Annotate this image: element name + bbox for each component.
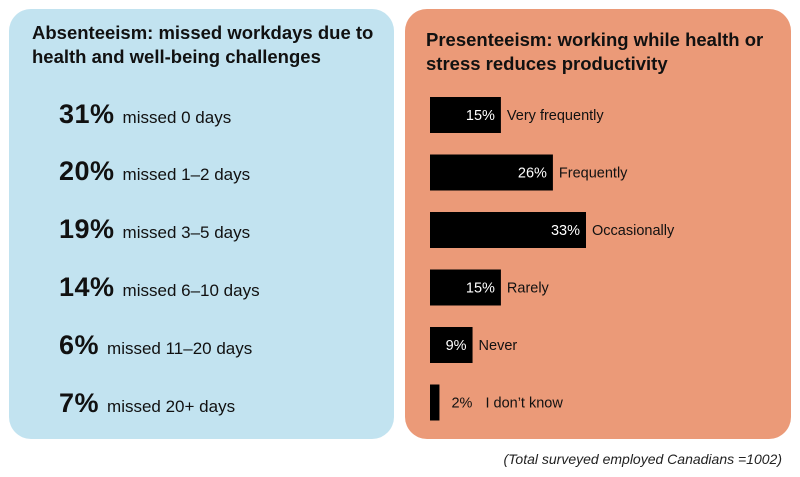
bar-group: 15% Very frequently bbox=[430, 97, 604, 133]
bar-value-label: 15% bbox=[466, 108, 495, 124]
bar-category-label: Occasionally bbox=[592, 223, 675, 239]
bar-category-label: Very frequently bbox=[507, 108, 604, 124]
bar bbox=[430, 97, 501, 133]
absenteeism-percent: 7% bbox=[59, 388, 100, 418]
presenteeism-title: Presenteeism: working while health or st… bbox=[426, 29, 764, 74]
bar-value-label: 33% bbox=[551, 223, 580, 239]
absenteeism-label: missed 6–10 days bbox=[122, 281, 260, 300]
absenteeism-label: missed 3–5 days bbox=[122, 223, 251, 242]
absenteeism-percent: 31% bbox=[59, 99, 115, 129]
absenteeism-row: 7% missed 20+ days bbox=[59, 388, 235, 428]
bar bbox=[430, 154, 553, 191]
absenteeism-panel: Absenteeism: missed workdays due to heal… bbox=[9, 9, 394, 439]
absenteeism-label: missed 1–2 days bbox=[122, 165, 251, 184]
bar-group: 9% Never bbox=[430, 327, 517, 363]
bar-group: 33% Occasionally bbox=[430, 212, 675, 248]
bar bbox=[430, 212, 586, 248]
bar-category-label: Frequently bbox=[559, 166, 628, 182]
presenteeism-panel: Presenteeism: working while health or st… bbox=[405, 9, 791, 439]
bar-value-label: 2% bbox=[451, 396, 472, 412]
absenteeism-percent: 6% bbox=[59, 330, 100, 360]
absenteeism-percent: 14% bbox=[59, 272, 115, 302]
bar-value-label: 15% bbox=[466, 281, 495, 297]
bar-value-label: 9% bbox=[446, 338, 467, 354]
absenteeism-label: missed 0 days bbox=[122, 108, 232, 127]
absenteeism-row: 31% missed 0 days bbox=[59, 99, 231, 139]
bar bbox=[430, 384, 440, 421]
absenteeism-label: missed 20+ days bbox=[107, 397, 236, 416]
bar-category-label: Rarely bbox=[507, 281, 550, 297]
bar-category-label: I don’t know bbox=[485, 396, 563, 412]
presenteeism-bar-chart: 15% Very frequently 26% Frequently 33% Occasi… bbox=[430, 97, 675, 421]
absenteeism-percent: 19% bbox=[59, 214, 115, 244]
absenteeism-title: Absenteeism: missed workdays due to heal… bbox=[32, 22, 374, 67]
bar-group: 26% Frequently bbox=[430, 154, 628, 191]
bar-group: 15% Rarely bbox=[430, 269, 550, 306]
absenteeism-label: missed 11–20 days bbox=[107, 339, 253, 358]
absenteeism-row: 14% missed 6–10 days bbox=[59, 272, 260, 312]
bar bbox=[430, 327, 473, 363]
absenteeism-row: 19% missed 3–5 days bbox=[59, 214, 250, 254]
bar-value-label: 26% bbox=[518, 166, 547, 182]
footnote: (Total surveyed employed Canadians =1002… bbox=[503, 451, 783, 467]
bar bbox=[430, 269, 501, 306]
absenteeism-row: 6% missed 11–20 days bbox=[59, 330, 252, 370]
bar-group: 2% I don’t know bbox=[430, 384, 563, 421]
absenteeism-row: 20% missed 1–2 days bbox=[59, 156, 250, 196]
bar-category-label: Never bbox=[479, 338, 518, 354]
absenteeism-percent: 20% bbox=[59, 156, 115, 186]
